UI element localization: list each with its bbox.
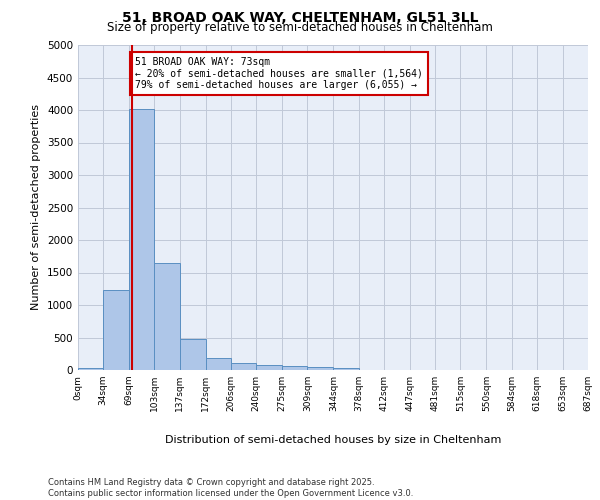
Y-axis label: Number of semi-detached properties: Number of semi-detached properties [31,104,41,310]
Bar [103,290,129,370]
Text: 51 BROAD OAK WAY: 73sqm
← 20% of semi-detached houses are smaller (1,564)
79% of: 51 BROAD OAK WAY: 73sqm ← 20% of semi-de… [135,56,423,90]
Bar [334,368,359,370]
Bar [129,108,154,370]
Text: 51, BROAD OAK WAY, CHELTENHAM, GL51 3LL: 51, BROAD OAK WAY, CHELTENHAM, GL51 3LL [122,11,478,25]
Bar [206,358,231,370]
Text: Contains HM Land Registry data © Crown copyright and database right 2025.
Contai: Contains HM Land Registry data © Crown c… [48,478,413,498]
Bar [180,339,206,370]
Bar [78,368,103,370]
Text: Size of property relative to semi-detached houses in Cheltenham: Size of property relative to semi-detach… [107,22,493,35]
Bar [231,363,256,370]
Bar [282,366,307,370]
Bar [307,367,334,370]
Bar [256,366,282,370]
Bar [154,264,180,370]
Text: Distribution of semi-detached houses by size in Cheltenham: Distribution of semi-detached houses by … [165,435,501,445]
